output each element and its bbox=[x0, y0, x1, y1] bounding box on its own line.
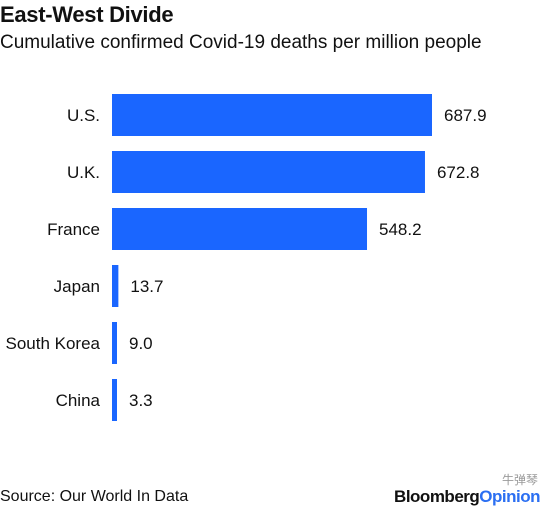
value-label: 9.0 bbox=[129, 334, 153, 353]
brand-logo-accent: Opinion bbox=[479, 487, 540, 506]
bar-chart: U.S. 687.9 U.K. 672.8 France 548.2 Japan 13.7 So… bbox=[5, 94, 487, 421]
value-label: 687.9 bbox=[444, 106, 487, 125]
bar bbox=[112, 265, 119, 307]
brand-logo: BloombergOpinion bbox=[394, 487, 540, 507]
value-label: 548.2 bbox=[379, 220, 422, 239]
bar bbox=[112, 379, 117, 421]
bar bbox=[112, 322, 117, 364]
category-label: Japan bbox=[54, 277, 100, 296]
value-label: 3.3 bbox=[129, 391, 153, 410]
bars-group: U.S. 687.9 U.K. 672.8 France 548.2 Japan 13.7 So… bbox=[5, 94, 487, 421]
chart-title: East-West Divide bbox=[0, 2, 174, 27]
category-label: U.K. bbox=[67, 163, 100, 182]
chart-subtitle: Cumulative confirmed Covid-19 deaths per… bbox=[0, 32, 482, 53]
category-label: U.S. bbox=[67, 106, 100, 125]
bar bbox=[112, 151, 425, 193]
watermark-text: 牛弹琴 bbox=[501, 473, 538, 487]
category-label: South Korea bbox=[5, 334, 100, 353]
value-label: 672.8 bbox=[437, 163, 480, 182]
source-note: Source: Our World In Data bbox=[0, 488, 189, 505]
category-label: France bbox=[47, 220, 100, 239]
bar bbox=[112, 94, 432, 136]
value-label: 13.7 bbox=[130, 277, 163, 296]
bar bbox=[112, 208, 368, 250]
category-label: China bbox=[56, 391, 101, 410]
brand-logo-main: Bloomberg bbox=[394, 487, 480, 506]
